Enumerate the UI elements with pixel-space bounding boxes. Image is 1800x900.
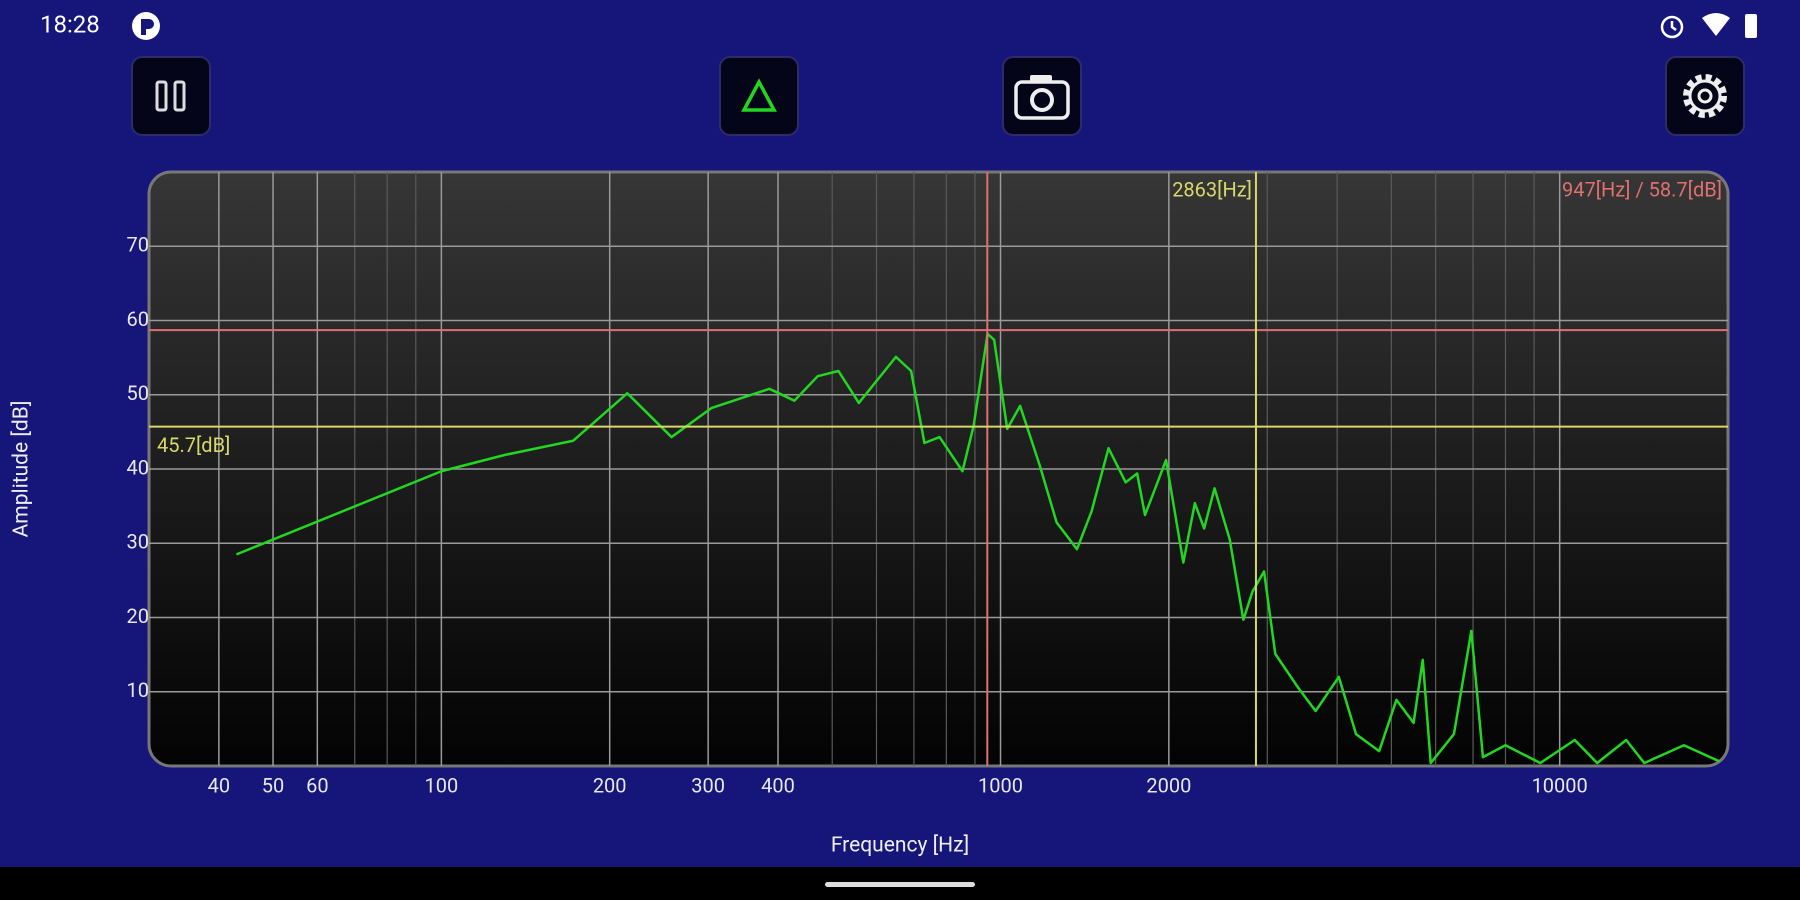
cursor-x-label: 2863[Hz] — [1172, 177, 1252, 201]
x-tick-label: 10000 — [1532, 773, 1588, 797]
cursor-label: 947[Hz] / 58.7[dB] — [1562, 177, 1722, 201]
y-tick-label: 10 — [127, 678, 149, 702]
peak-button[interactable] — [719, 56, 799, 136]
axis-labels: 40 50 60 100 200 300 400 1000 2000 10000 10 20 30 40 5… — [127, 177, 1722, 797]
x-tick-label: 300 — [691, 773, 725, 797]
x-tick-label: 1000 — [978, 773, 1023, 797]
spectrum-line — [235, 332, 1724, 765]
x-tick-label: 400 — [761, 773, 795, 797]
y-axis-title: Amplitude [dB] — [10, 401, 34, 538]
y-tick-label: 40 — [127, 455, 149, 479]
x-tick-label: 2000 — [1146, 773, 1191, 797]
x-axis-title: Frequency [Hz] — [831, 834, 969, 858]
battery-icon — [1745, 14, 1757, 38]
cursor-y-label: 45.7[dB] — [157, 433, 230, 457]
status-time: 18:28 — [40, 10, 100, 38]
y-tick-label: 50 — [127, 381, 149, 405]
y-tick-label: 60 — [127, 307, 149, 331]
plot-content — [149, 172, 1728, 766]
notification-glyph — [141, 19, 154, 35]
camera-button[interactable] — [1002, 56, 1082, 136]
y-tick-label: 30 — [127, 530, 149, 554]
alarm-icon — [1660, 15, 1684, 39]
x-tick-label: 60 — [306, 773, 328, 797]
x-tick-label: 200 — [593, 773, 627, 797]
home-indicator[interactable] — [825, 882, 975, 887]
x-tick-label: 40 — [208, 773, 230, 797]
settings-button[interactable] — [1665, 56, 1745, 136]
y-tick-label: 70 — [127, 233, 149, 257]
wifi-icon — [1702, 13, 1730, 36]
y-tick-label: 20 — [127, 604, 149, 628]
x-tick-label: 100 — [425, 773, 459, 797]
pause-button[interactable] — [131, 56, 211, 136]
x-tick-label: 50 — [262, 773, 284, 797]
